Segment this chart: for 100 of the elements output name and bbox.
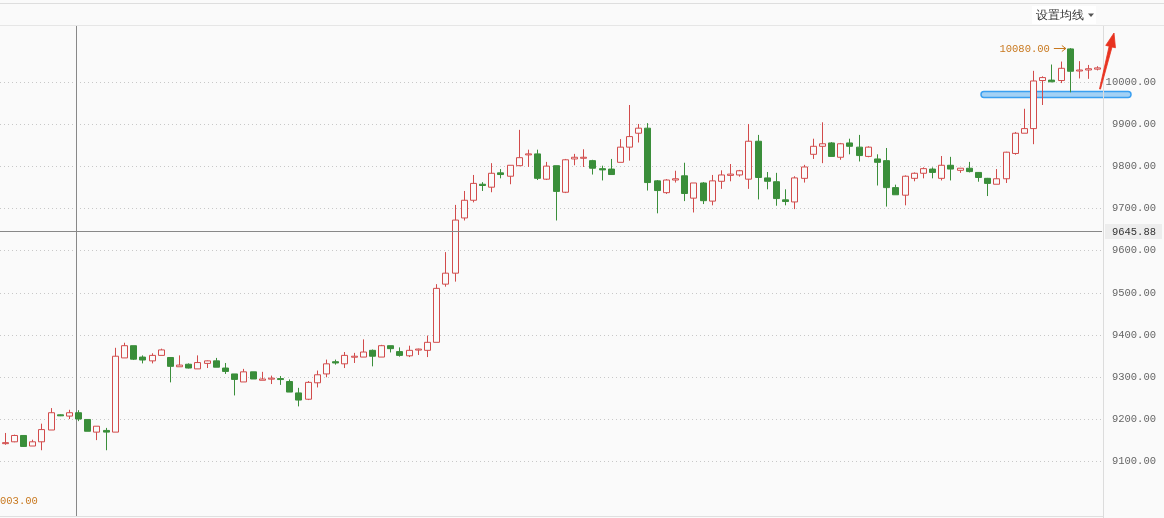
candlestick (947, 156, 954, 181)
text: 设置均线 (1036, 8, 1084, 22)
candlestick (130, 345, 137, 361)
candlestick (250, 371, 257, 380)
candlestick (176, 354, 183, 368)
candlestick (856, 134, 863, 162)
candlestick (1085, 64, 1092, 80)
candlestick (75, 409, 82, 422)
candlestick (1048, 64, 1055, 83)
candlestick (433, 283, 440, 343)
candlestick (286, 378, 293, 393)
y-tick-label: 9400.00 (1111, 328, 1156, 341)
candlestick (975, 171, 982, 183)
candlestick (1067, 47, 1074, 93)
candlestick (1030, 70, 1037, 145)
candlestick (700, 181, 707, 205)
candlestick (663, 178, 670, 195)
annotation: 003.00 (0, 495, 38, 507)
candlestick (66, 409, 73, 420)
y-tick-label: 9700.00 (1111, 202, 1156, 215)
candlestick (323, 359, 330, 378)
candlestick (865, 145, 872, 158)
y-tick-label: 9800.00 (1111, 160, 1156, 173)
candlestick (507, 164, 514, 185)
candlestick (57, 413, 64, 417)
candlestick (525, 149, 532, 168)
candlestick (736, 169, 743, 178)
candlestick (562, 158, 569, 194)
candlestick (1012, 131, 1019, 156)
candlestick (929, 166, 936, 179)
candlestick (801, 164, 808, 184)
candlestick (727, 163, 734, 182)
candlestick (415, 348, 422, 356)
candlestick (103, 427, 110, 451)
candlestick (48, 407, 55, 431)
candlestick (782, 188, 789, 206)
candlestick (892, 184, 899, 196)
candlestick (84, 418, 91, 432)
candlestick (158, 348, 165, 356)
candlestick (580, 148, 587, 168)
candlestick (488, 162, 495, 193)
candlestick (608, 158, 615, 176)
candlestick (149, 352, 156, 364)
candlestick (745, 123, 752, 190)
y-tick-label: 9200.00 (1111, 413, 1156, 426)
candlestick (332, 359, 339, 366)
candlestick (718, 169, 725, 190)
candlestick (204, 359, 211, 369)
y-tick-label: 9500.00 (1111, 286, 1156, 299)
candlestick (553, 165, 560, 221)
candlestick (654, 179, 661, 214)
candlestick (360, 338, 367, 358)
candlestick (314, 370, 321, 388)
candlestick (599, 165, 606, 181)
y-tick-label: 9600.00 (1111, 244, 1156, 257)
candlestick (240, 368, 247, 383)
candlestick (396, 346, 403, 358)
candlestick (764, 171, 771, 190)
candlestick (461, 190, 468, 221)
candlestick (121, 342, 128, 359)
candlestick (406, 345, 413, 358)
candlestick (1003, 151, 1010, 184)
candlestick (213, 357, 220, 368)
annotation: 10080.00 (999, 42, 1050, 55)
candlestick (139, 354, 146, 364)
candlestick (479, 181, 486, 192)
candlestick (681, 162, 688, 202)
candlestick (11, 434, 18, 443)
candlestick (1039, 75, 1046, 106)
candlestick (709, 174, 716, 206)
candlestick (29, 439, 36, 447)
candlestick (534, 149, 541, 181)
ref-line-label: 9645.88 (1111, 225, 1156, 238)
candlestick (112, 347, 119, 433)
candlestick (902, 174, 909, 206)
y-tick-label: 9900.00 (1111, 117, 1156, 130)
candlestick (1076, 60, 1083, 79)
y-tick-label: 10000.00 (1105, 75, 1156, 88)
candlestick (20, 434, 27, 448)
candlestick (305, 380, 312, 401)
candlestick (93, 425, 100, 441)
candlestick (167, 357, 174, 383)
candlestick (810, 138, 817, 160)
candlestick (543, 161, 550, 181)
candlestick (626, 104, 633, 162)
candlestick (185, 362, 192, 369)
candlestick (259, 371, 266, 381)
candlestick (828, 141, 835, 157)
candlestick (470, 174, 477, 203)
candlestick (1058, 61, 1065, 84)
candlestick (387, 345, 394, 353)
y-tick-label: 9100.00 (1111, 455, 1156, 468)
candlestick (222, 362, 229, 375)
candlestick (497, 168, 504, 179)
candlestick (874, 153, 881, 186)
y-tick-label: 9300.00 (1111, 370, 1156, 383)
candlestick (883, 147, 890, 208)
candlestick (268, 375, 275, 385)
candlestick (644, 122, 651, 192)
candlestick (571, 153, 578, 166)
